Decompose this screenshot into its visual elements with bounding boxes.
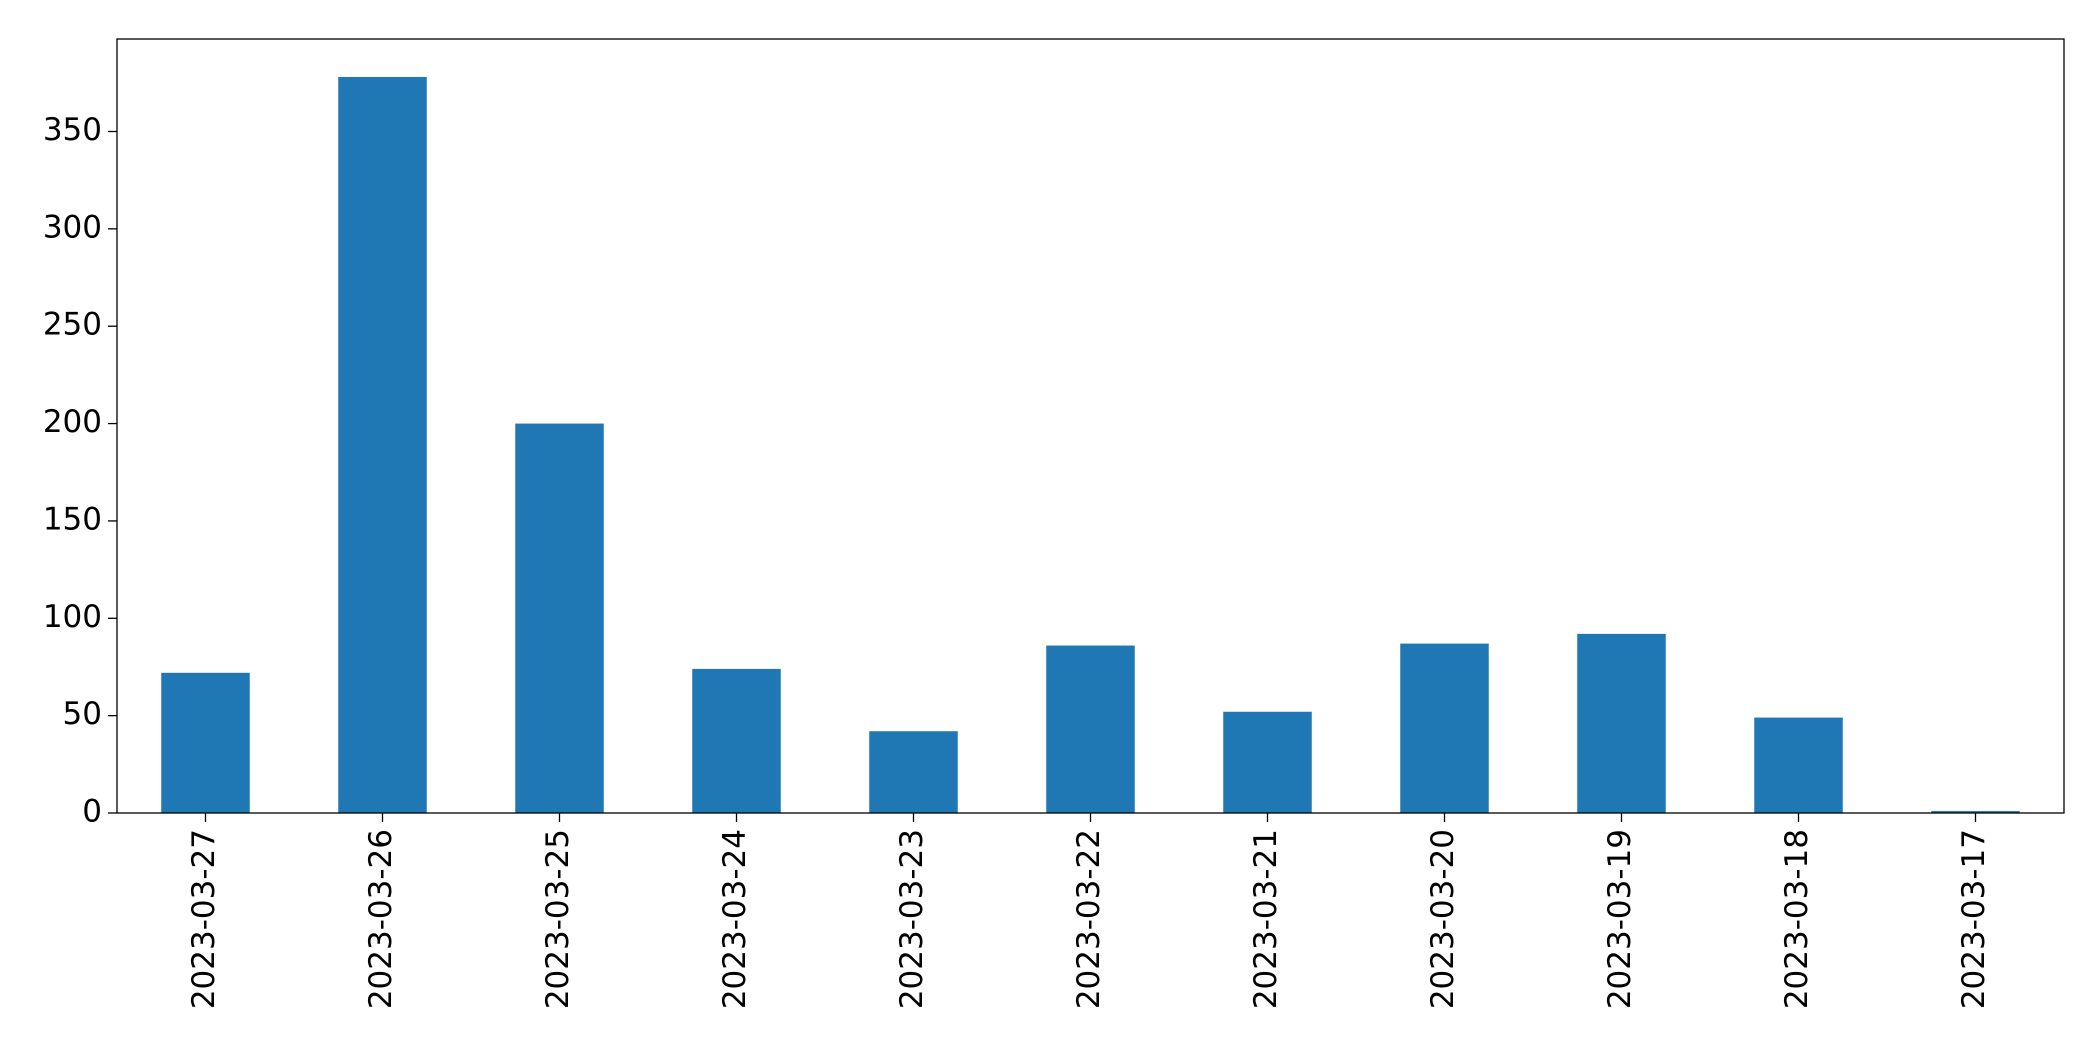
bar <box>1931 811 2020 813</box>
x-tick-label: 2023-03-17 <box>1956 829 1992 1009</box>
plot-frame <box>116 38 2065 814</box>
y-tick-label: 350 <box>43 112 102 148</box>
bar <box>1400 643 1489 813</box>
y-tick-label: 300 <box>43 209 102 245</box>
x-tick-label: 2023-03-24 <box>717 829 753 1009</box>
bar <box>338 76 427 814</box>
y-tick-label: 150 <box>43 501 102 537</box>
x-tick-label: 2023-03-25 <box>540 829 576 1009</box>
y-tick-label: 100 <box>43 599 102 635</box>
y-tick-label: 250 <box>43 307 102 343</box>
bar <box>1577 633 1666 813</box>
x-tick-label: 2023-03-18 <box>1779 829 1815 1009</box>
y-tick-label: 50 <box>63 696 102 732</box>
x-tick-label: 2023-03-27 <box>186 829 222 1009</box>
bar <box>869 731 958 813</box>
y-tick-label: 200 <box>43 404 102 440</box>
bar <box>515 423 604 813</box>
bar <box>692 668 781 813</box>
x-tick-label: 2023-03-22 <box>1071 829 1107 1009</box>
bar <box>1754 717 1843 813</box>
y-tick-label: 0 <box>82 794 102 830</box>
bar <box>1223 711 1312 813</box>
x-tick-label: 2023-03-26 <box>363 829 399 1009</box>
x-tick-label: 2023-03-21 <box>1248 829 1284 1009</box>
x-tick-label: 2023-03-23 <box>894 829 930 1009</box>
x-tick-label: 2023-03-20 <box>1425 829 1461 1009</box>
x-tick-label: 2023-03-19 <box>1602 829 1638 1009</box>
bar <box>161 672 250 813</box>
bar <box>1046 645 1135 813</box>
